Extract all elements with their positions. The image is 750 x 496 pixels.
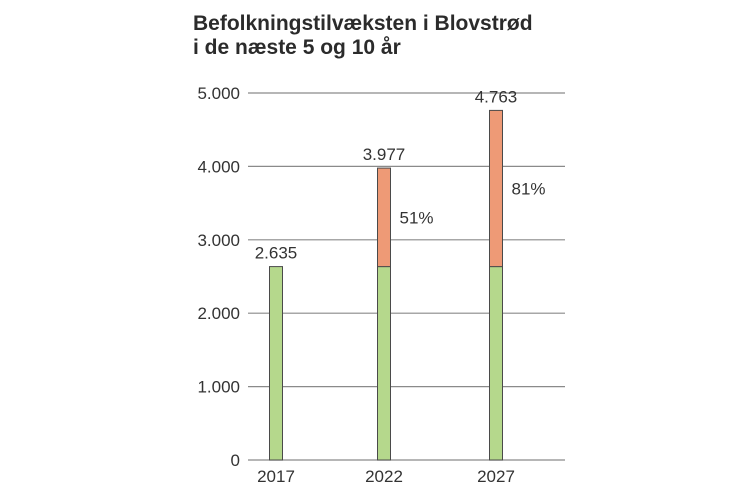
growth-percent-label-2027: 81%: [512, 179, 546, 198]
y-tick-label: 0: [231, 451, 240, 470]
gridlines: [248, 92, 565, 461]
y-tick-label: 1.000: [197, 378, 240, 397]
growth-percent-label-2022: 51%: [400, 208, 434, 227]
total-value-label-2022: 3.977: [363, 145, 406, 164]
x-axis-category-labels: 2017 2022 2027: [257, 467, 515, 486]
y-tick-label: 2.000: [197, 304, 240, 323]
y-tick-label: 4.000: [197, 157, 240, 176]
bar-growth-2022: [377, 167, 391, 268]
chart-title-line-1: Befolkningstilvæksten i Blovstrød: [193, 12, 533, 35]
bar-base-2022: [377, 266, 391, 461]
bars: [269, 109, 503, 461]
bar-base-2017: [269, 266, 283, 461]
data-labels: 2.635 3.977 51% 4.763 81%: [255, 87, 546, 262]
y-tick-label: 5.000: [197, 84, 240, 103]
x-category-label-2017: 2017: [257, 467, 295, 486]
bar-growth-2027: [489, 109, 503, 268]
total-value-label-2017: 2.635: [255, 244, 298, 263]
x-category-label-2027: 2027: [477, 467, 515, 486]
x-category-label-2022: 2022: [365, 467, 403, 486]
chart-title-line-2: i de næste 5 og 10 år: [193, 36, 401, 59]
y-axis-tick-labels: 0 1.000 2.000 3.000 4.000 5.000: [197, 84, 240, 470]
bar-base-2027: [489, 266, 503, 461]
y-tick-label: 3.000: [197, 231, 240, 250]
total-value-label-2027: 4.763: [475, 87, 518, 106]
